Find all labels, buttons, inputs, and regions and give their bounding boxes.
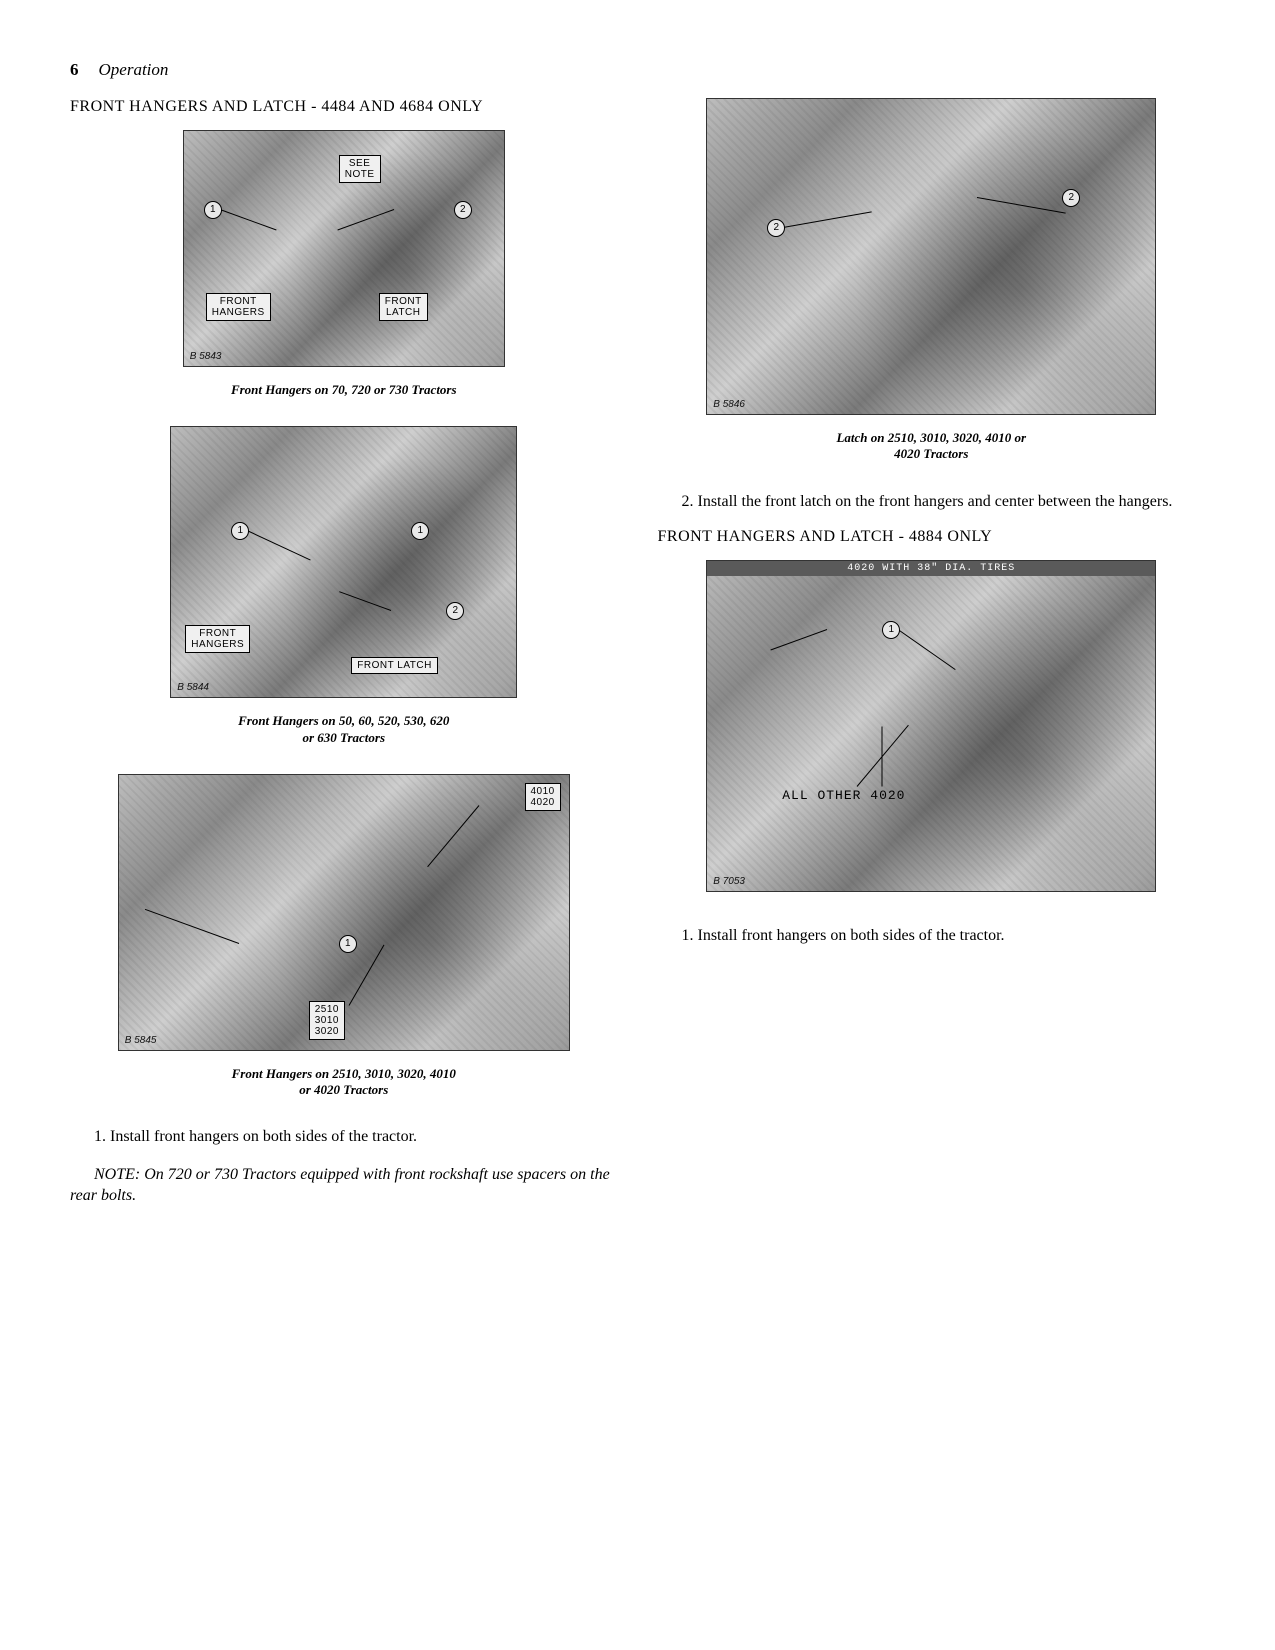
figure-caption: Front Hangers on 2510, 3010, 3020, 4010 …: [70, 1066, 618, 1099]
callout-2: 2: [446, 602, 464, 620]
leader-line: [977, 197, 1066, 214]
figure-image: FRONT HANGERS FRONT LATCH 1 1 2 B 5844: [170, 426, 517, 698]
figure-ref: B 7053: [713, 876, 745, 887]
figure-image: 4010 4020 2510 3010 3020 1 B 5845: [118, 774, 570, 1051]
step-1-text: 1. Install front hangers on both sides o…: [70, 1126, 618, 1148]
figure-ref: B 5845: [125, 1035, 157, 1046]
label-front-hangers: FRONT HANGERS: [185, 625, 250, 653]
page-number: 6: [70, 60, 79, 79]
figure-ref: B 5843: [190, 351, 222, 362]
callout-1b: 1: [411, 522, 429, 540]
page-header: 6 Operation: [70, 60, 1205, 80]
figure-caption: Latch on 2510, 3010, 3020, 4010 or 4020 …: [658, 430, 1206, 463]
figure-image: 4020 WITH 38" DIA. TIRES ALL OTHER 4020 …: [706, 560, 1156, 892]
label-4010-4020: 4010 4020: [525, 783, 561, 811]
label-all-other-4020: ALL OTHER 4020: [777, 786, 910, 805]
leader-line: [348, 944, 384, 1005]
figure-ref: B 5844: [177, 682, 209, 693]
figure-front-hangers-70-720-730: SEE NOTE FRONT HANGERS FRONT LATCH 1 2 B…: [70, 130, 618, 372]
heading-4484-4684: FRONT HANGERS AND LATCH - 4484 AND 4684 …: [70, 98, 618, 116]
figure-front-hangers-50-series: FRONT HANGERS FRONT LATCH 1 1 2 B 5844: [70, 426, 618, 703]
figure-caption: Front Hangers on 50, 60, 520, 530, 620 o…: [70, 713, 618, 746]
callout-1: 1: [204, 201, 222, 219]
figure-image: 2 2 B 5846: [706, 98, 1156, 415]
content-columns: FRONT HANGERS AND LATCH - 4484 AND 4684 …: [70, 98, 1205, 1223]
figure-front-hangers-2510-series: 4010 4020 2510 3010 3020 1 B 5845: [70, 774, 618, 1056]
leader-line: [898, 629, 956, 670]
callout-1: 1: [882, 621, 900, 639]
heading-4884: FRONT HANGERS AND LATCH - 4884 ONLY: [658, 528, 1206, 546]
figure-caption: Front Hangers on 70, 720 or 730 Tractors: [70, 382, 618, 398]
callout-2: 2: [454, 201, 472, 219]
figure-latch-2510-series: 2 2 B 5846: [658, 98, 1206, 420]
note-text: NOTE: On 720 or 730 Tractors equipped wi…: [70, 1164, 618, 1207]
leader-line: [339, 591, 391, 611]
right-column: 2 2 B 5846 Latch on 2510, 3010, 3020, 40…: [658, 98, 1206, 1223]
step-1-text-right: 1. Install front hangers on both sides o…: [658, 925, 1206, 947]
section-title: Operation: [99, 60, 169, 79]
label-front-latch: FRONT LATCH: [379, 293, 428, 321]
callout-2b: 2: [1062, 189, 1080, 207]
callout-1: 1: [339, 935, 357, 953]
leader-line: [771, 629, 828, 650]
leader-line: [145, 909, 239, 944]
leader-line: [427, 805, 479, 867]
label-front-latch: FRONT LATCH: [351, 657, 438, 674]
callout-1: 1: [231, 522, 249, 540]
step-2-text: 2. Install the front latch on the front …: [658, 491, 1206, 513]
leader-line: [857, 725, 909, 787]
label-front-hangers: FRONT HANGERS: [206, 293, 271, 321]
leader-line: [247, 530, 311, 560]
label-2510-3010-3020: 2510 3010 3020: [309, 1001, 345, 1040]
banner-4020-38in: 4020 WITH 38" DIA. TIRES: [707, 561, 1155, 576]
leader-line: [783, 211, 872, 228]
leader-line: [220, 209, 277, 230]
leader-line: [337, 209, 394, 230]
figure-front-hangers-4884: 4020 WITH 38" DIA. TIRES ALL OTHER 4020 …: [658, 560, 1206, 897]
figure-ref: B 5846: [713, 399, 745, 410]
label-see-note: SEE NOTE: [339, 155, 381, 183]
callout-2: 2: [767, 219, 785, 237]
left-column: FRONT HANGERS AND LATCH - 4484 AND 4684 …: [70, 98, 618, 1223]
figure-image: SEE NOTE FRONT HANGERS FRONT LATCH 1 2 B…: [183, 130, 505, 367]
